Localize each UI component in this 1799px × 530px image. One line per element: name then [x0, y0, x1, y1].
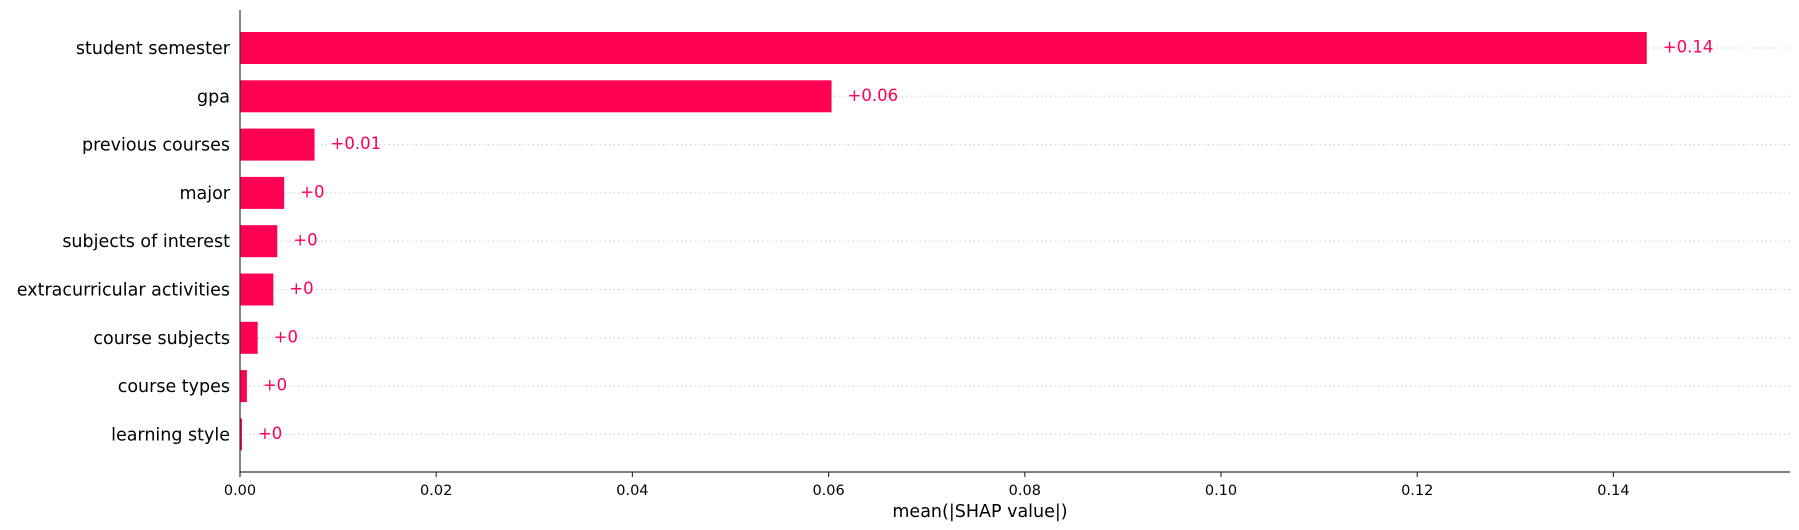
category-labels: student semester gpa previous courses major… — [17, 39, 231, 445]
data-label: +0 — [274, 327, 298, 346]
bar-major — [240, 176, 285, 209]
x-axis-title: mean(|SHAP value|) — [892, 502, 1067, 522]
x-tick-label: 0.12 — [1401, 483, 1433, 499]
x-tick-label: 0.02 — [420, 483, 452, 499]
bar-learning-style — [240, 418, 242, 451]
data-labels: +0.14 +0.06 +0.01 +0 +0 +0 +0 +0 +0 — [258, 38, 1713, 443]
x-ticks: 0.00 0.02 0.04 0.06 0.08 0.10 0.12 0.14 — [224, 472, 1630, 499]
category-label: student semester — [76, 39, 231, 59]
data-label: +0 — [293, 231, 317, 250]
data-label: +0 — [258, 424, 282, 443]
x-tick-label: 0.08 — [1009, 483, 1041, 499]
bar-student-semester — [240, 32, 1647, 64]
data-label: +0.01 — [331, 134, 382, 153]
bar-course-types — [240, 370, 247, 403]
x-tick-label: 0.06 — [812, 483, 844, 499]
category-label: course subjects — [93, 329, 230, 349]
guide-lines — [240, 47, 1790, 435]
data-label: +0 — [300, 182, 324, 201]
axes — [239, 10, 1790, 473]
bar-course-subjects — [240, 321, 258, 354]
data-label: +0 — [263, 376, 287, 395]
bar-subjects-of-interest — [240, 225, 278, 258]
bar-previous-courses — [240, 128, 315, 161]
category-label: extracurricular activities — [17, 281, 230, 301]
bars — [240, 32, 1647, 451]
category-label: major — [179, 184, 230, 204]
x-tick-label: 0.00 — [224, 483, 256, 499]
category-label: subjects of interest — [62, 232, 230, 252]
data-label: +0.06 — [848, 86, 899, 105]
x-tick-label: 0.04 — [616, 483, 648, 499]
x-tick-label: 0.14 — [1597, 483, 1629, 499]
bar-gpa — [240, 80, 832, 113]
x-tick-label: 0.10 — [1205, 483, 1237, 499]
data-label: +0.14 — [1663, 38, 1714, 57]
category-label: course types — [118, 377, 230, 397]
category-label: gpa — [197, 87, 230, 107]
data-label: +0 — [289, 279, 313, 298]
bar-extracurricular-activities — [240, 273, 274, 306]
category-label: previous courses — [82, 136, 230, 156]
category-label: learning style — [111, 425, 230, 445]
